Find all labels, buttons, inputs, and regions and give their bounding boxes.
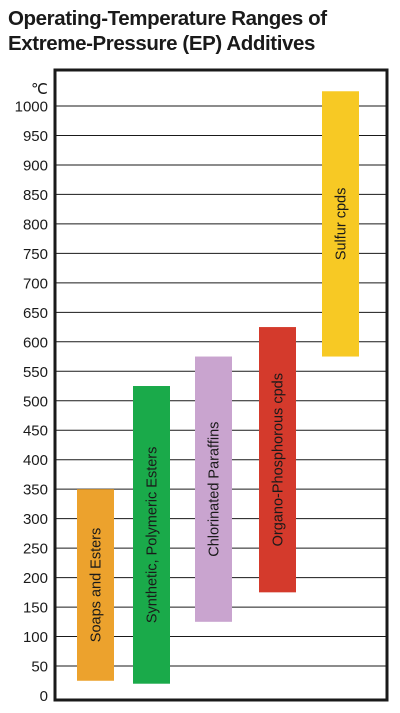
y-tick-label: 950 [23, 128, 48, 145]
bar-label: Synthetic, Polymeric Esters [145, 447, 161, 623]
y-tick-label: 50 [31, 659, 48, 676]
y-tick-label: 700 [23, 275, 48, 292]
bar-label: Soaps and Esters [89, 528, 105, 642]
y-tick-label: 600 [23, 334, 48, 351]
bar-label: Organo-Phosphorous cpds [271, 373, 287, 546]
y-tick-label: 0 [40, 688, 48, 705]
y-tick-label: 750 [23, 246, 48, 263]
y-tick-label: 400 [23, 452, 48, 469]
y-tick-label: 450 [23, 423, 48, 440]
y-tick-label: 500 [23, 393, 48, 410]
y-tick-label: 100 [23, 629, 48, 646]
bars [77, 91, 359, 684]
bar-organo-phosphorous-cpds [259, 327, 296, 593]
bar-chlorinated-paraffins [195, 356, 232, 622]
bar-label: Sulfur cpds [334, 188, 350, 261]
y-tick-label: 200 [23, 570, 48, 587]
bar-labels: Soaps and Esters Synthetic, Polymeric Est… [89, 188, 350, 643]
y-tick-label: 550 [23, 364, 48, 381]
y-tick-label: 850 [23, 187, 48, 204]
y-tick-label: 900 [23, 157, 48, 174]
y-tick-label: 1000 [15, 99, 48, 116]
bar-label: Chlorinated Paraffins [207, 422, 223, 557]
y-tick-label: 250 [23, 541, 48, 558]
y-tick-label: 800 [23, 216, 48, 233]
bar-synthetic-polymeric-esters [133, 386, 170, 684]
bar-sulfur-cpds [322, 91, 359, 357]
y-axis-ticks: 0 50 100 150 200 250 300 350 400 450 500 550 600 650 7… [15, 99, 48, 706]
y-tick-label: 300 [23, 511, 48, 528]
bar-soaps-and-esters [77, 489, 114, 681]
y-tick-label: 650 [23, 305, 48, 322]
y-tick-label: 350 [23, 482, 48, 499]
chart-title: Operating-Temperature Ranges of Extreme-… [8, 7, 327, 55]
y-axis-unit-label: ℃ [31, 81, 48, 98]
plot-frame [53, 68, 389, 702]
y-tick-label: 150 [23, 600, 48, 617]
